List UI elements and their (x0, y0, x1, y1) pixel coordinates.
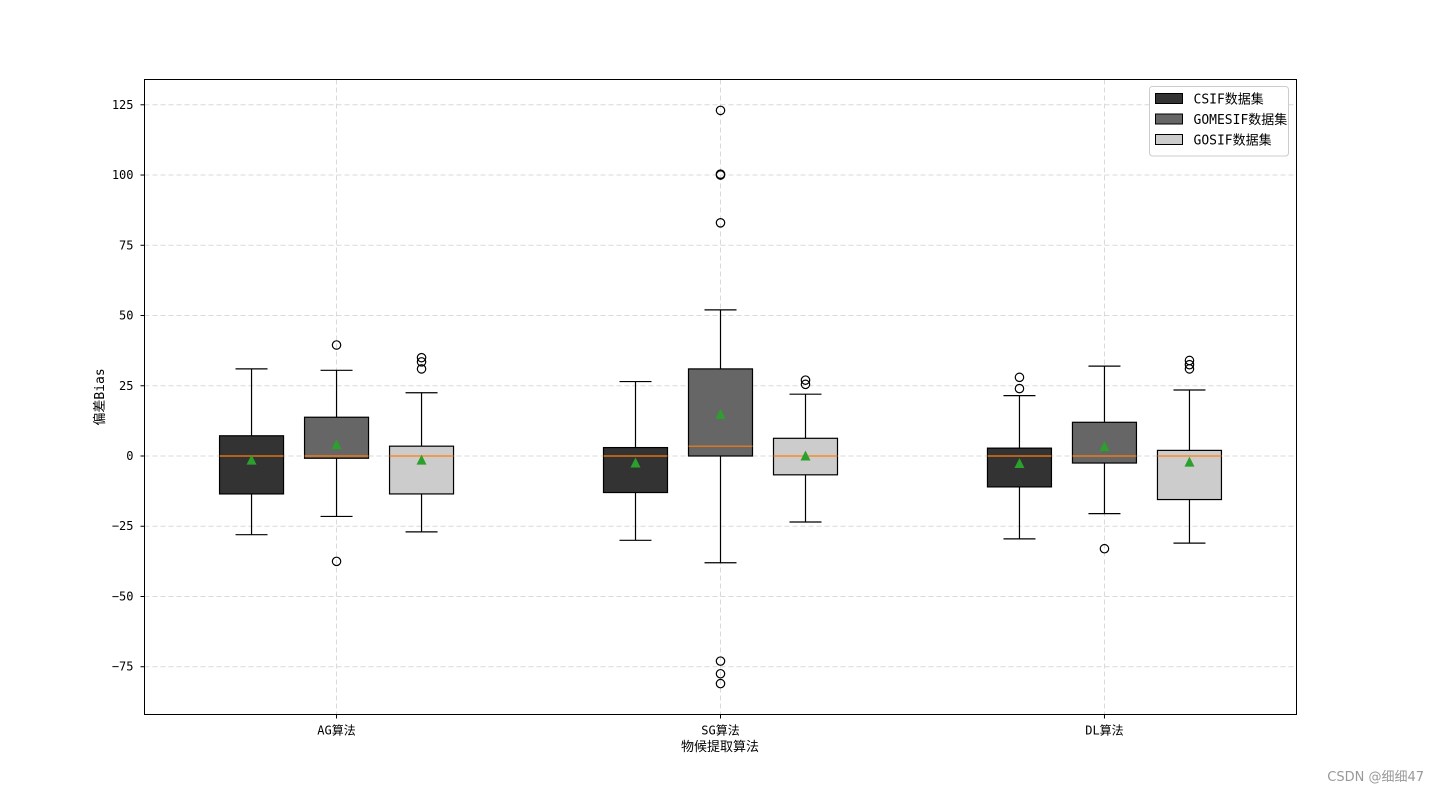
outlier-point (715, 656, 726, 666)
box-group (602, 380, 669, 541)
legend-label: CSIF数据集 (1194, 92, 1264, 108)
y-tick-label: −75 (112, 660, 134, 674)
legend-frame (1149, 86, 1289, 157)
mean-marker (715, 408, 726, 419)
y-tick-label: 75 (119, 238, 133, 252)
legend-swatch (1155, 93, 1183, 104)
mean-marker (1099, 441, 1110, 452)
outlier-point (715, 169, 726, 179)
box-group (986, 372, 1053, 540)
outlier-point (715, 217, 726, 228)
box (218, 435, 285, 495)
y-tick-label: 25 (119, 379, 133, 393)
box-group (388, 352, 455, 533)
mean-marker (331, 439, 342, 450)
x-tick-label: DL算法 (1085, 723, 1123, 738)
mean-marker (1184, 456, 1195, 467)
outlier-point (715, 678, 726, 689)
outlier-point (800, 379, 811, 390)
x-axis-title: 物候提取算法 (681, 739, 759, 755)
box-group (1156, 355, 1223, 544)
outlier-point (331, 556, 342, 567)
box-group (303, 340, 370, 567)
y-axis-title: 偏差Bias (93, 368, 108, 425)
mean-marker (416, 454, 427, 465)
box (388, 445, 455, 495)
outlier-point (416, 364, 427, 374)
box-group (687, 105, 754, 689)
mean-marker (630, 457, 641, 468)
y-tick-label: 50 (119, 309, 133, 323)
outlier-point (800, 375, 811, 385)
y-tick-label: −50 (112, 589, 134, 603)
mean-marker (800, 450, 811, 461)
legend-label: GOMESIF数据集 (1194, 112, 1288, 128)
mean-marker (1014, 458, 1025, 469)
box-group (218, 368, 285, 536)
outlier-point (715, 105, 726, 116)
outlier-point (416, 352, 427, 363)
x-axis: AG算法 SG算法 DL算法 (317, 714, 1124, 738)
legend: CSIF数据集 GOMESIF数据集 GOSIF数据集 (1149, 86, 1289, 157)
y-tick-label: 0 (126, 449, 133, 463)
y-tick-label: −25 (112, 519, 134, 533)
outlier-point (1099, 543, 1110, 554)
x-tick-label: SG算法 (701, 723, 739, 738)
outlier-point (1184, 355, 1195, 366)
outlier-point (1014, 383, 1025, 394)
legend-swatch (1155, 113, 1183, 125)
box (303, 416, 370, 459)
watermark: CSDN @细细47 (1327, 770, 1424, 785)
box-group (1071, 365, 1138, 554)
mean-marker (246, 454, 257, 465)
y-tick-label: 125 (112, 98, 134, 112)
box-group (772, 375, 839, 523)
box (602, 446, 669, 494)
outlier-point (416, 357, 427, 367)
y-tick-label: 100 (112, 168, 134, 182)
outlier-point (331, 340, 342, 350)
legend-swatch (1155, 134, 1183, 145)
legend-label: GOSIF数据集 (1194, 133, 1272, 149)
outlier-point (1184, 359, 1195, 370)
box-plots (218, 105, 1223, 689)
x-tick-label: AG算法 (317, 723, 355, 738)
y-axis: −75 −50 −25 0 25 50 75 100 125 (112, 98, 145, 674)
outlier-point (1014, 372, 1025, 383)
outlier-point (715, 668, 726, 679)
